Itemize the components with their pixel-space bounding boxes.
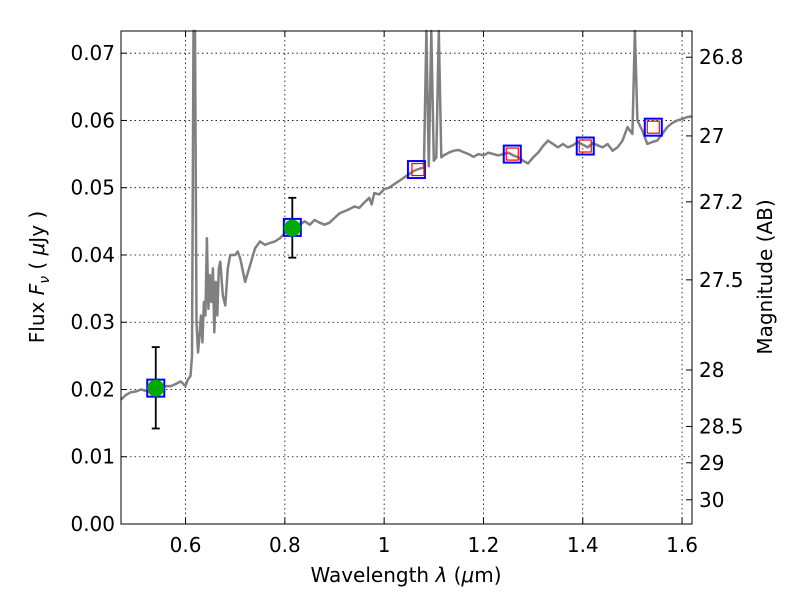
x-tick-label: 1 (378, 533, 391, 557)
right-tick-label: 26.8 (699, 45, 744, 69)
y-tick-label: 0.01 (70, 445, 115, 469)
green-data-point (147, 379, 165, 397)
right-tick-label: 29 (699, 451, 724, 475)
spectrum-line (120, 29, 693, 401)
x-tick-label: 0.8 (269, 533, 301, 557)
right-tick-label: 27 (699, 124, 724, 148)
x-tick-label: 1.2 (468, 533, 500, 557)
x-tick-label: 1.4 (567, 533, 599, 557)
right-axis-ticks: 26.8 27 27.2 27.5 28 28.5 29 30 (686, 45, 744, 512)
y-tick-label: 0.06 (70, 108, 115, 132)
right-tick-label: 28 (699, 358, 724, 382)
x-tick-label: 0.6 (170, 533, 202, 557)
blue-square-marker (575, 136, 595, 156)
red-square-marker (411, 162, 425, 177)
right-tick-label: 27.2 (699, 190, 744, 214)
y-tick-label: 0.04 (70, 243, 115, 267)
right-tick-label: 30 (699, 488, 724, 512)
blue-square-marker (643, 117, 663, 137)
plot-area (120, 29, 693, 430)
grid-lines (121, 31, 692, 524)
y-tick-label: 0.00 (70, 512, 115, 536)
x-axis-label: Wavelength λ (μm) (310, 563, 501, 587)
y-tick-label: 0.03 (70, 310, 115, 334)
red-square-marker (505, 147, 519, 161)
y-right-axis-label: Magnitude (AB) (753, 199, 777, 354)
x-axis-ticks: 0.6 0.8 1 1.2 1.4 1.6 (170, 31, 698, 557)
red-square-marker (578, 139, 592, 153)
y-tick-label: 0.07 (70, 41, 115, 65)
y-axis-ticks: 0.00 0.01 0.02 0.03 0.04 0.05 0.06 0.07 (70, 41, 127, 536)
blue-square-marker (406, 160, 426, 180)
y-tick-label: 0.02 (70, 377, 115, 401)
x-tick-label: 1.6 (666, 533, 698, 557)
blue-square-marker (502, 144, 522, 164)
right-tick-label: 28.5 (699, 414, 744, 438)
plot-frame (120, 30, 693, 525)
red-square-marker (646, 120, 660, 134)
right-tick-label: 27.5 (699, 268, 744, 292)
y-axis-label: Flux Fν ( μJy ) (25, 211, 53, 343)
green-data-point (283, 219, 301, 237)
y-tick-label: 0.05 (70, 176, 115, 200)
